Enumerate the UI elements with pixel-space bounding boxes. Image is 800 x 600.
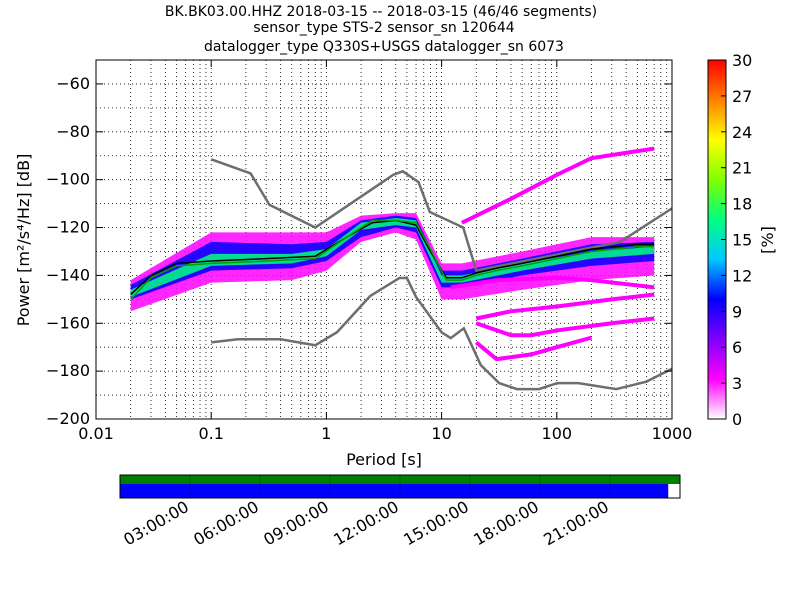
- outlier-trace: [450, 275, 655, 290]
- title-line-2: sensor_type STS-2 sensor_sn 120644: [253, 20, 514, 36]
- density-band: [130, 213, 655, 312]
- y-tick-label: −60: [56, 74, 90, 93]
- y-tick-label: −140: [46, 265, 90, 284]
- outlier-trace: [475, 335, 593, 362]
- y-axis: −60 −80 −100 −120 −140 −160 −180 −200: [46, 74, 672, 428]
- outlier-trace: [475, 316, 655, 338]
- colorbar-tick-label: 12: [732, 266, 752, 285]
- colorbar-tick-label: 0: [732, 410, 742, 429]
- time-tick-label: 12:00:00: [330, 497, 402, 549]
- x-tick-label: 0.1: [198, 424, 223, 443]
- x-tick-label: 100: [542, 424, 573, 443]
- colorbar-tick-label: 6: [732, 338, 742, 357]
- series-low-noise-model: [211, 276, 672, 391]
- density-band: [130, 217, 655, 297]
- time-tick-label: 09:00:00: [260, 497, 332, 549]
- series-mode: [130, 219, 655, 300]
- colorbar-tick-label: 27: [732, 87, 752, 106]
- time-bar-frame: [119, 474, 681, 499]
- x-tick-label: 1: [321, 424, 331, 443]
- x-tick-label: 1000: [652, 424, 693, 443]
- outlier-trace: [461, 146, 655, 225]
- x-tick-label: 10: [431, 424, 451, 443]
- x-tick-label: 0.01: [78, 424, 114, 443]
- plot-area: 0.01 0.1 1 10 100 1000 −60 −80 −100 −120 −140 −160…: [46, 59, 692, 443]
- y-tick-label: −200: [46, 409, 90, 428]
- y-tick-label: −160: [46, 313, 90, 332]
- colorbar-tick-label: 3: [732, 374, 742, 393]
- series-high-noise-model: [210, 158, 672, 273]
- time-coverage-bar: 03:00:0006:00:0009:00:0012:00:0015:00:00…: [119, 474, 681, 549]
- time-tick-label: 15:00:00: [400, 497, 472, 549]
- colorbar-tick-label: 21: [732, 159, 752, 178]
- time-tick-label: 03:00:00: [120, 497, 192, 549]
- colorbar-tick-label: 24: [732, 123, 752, 142]
- time-tick-label: 06:00:00: [190, 497, 262, 549]
- y-tick-label: −100: [46, 170, 90, 189]
- outlier-trace: [475, 292, 655, 321]
- line-layer: [130, 158, 672, 391]
- plot-frame: [95, 59, 673, 420]
- outlier-layer: [450, 146, 655, 362]
- time-bar-top: [120, 475, 680, 484]
- y-axis-label: Power [m²/s⁴/Hz] [dB]: [14, 154, 33, 327]
- colorbar: 0 3 6 9 12 15 18 21 24 27 30 [%]: [707, 51, 777, 429]
- time-tick-label: 18:00:00: [470, 497, 542, 549]
- x-axis-label: Period [s]: [346, 450, 422, 469]
- y-tick-label: −120: [46, 218, 90, 237]
- y-tick-label: −180: [46, 361, 90, 380]
- colorbar-label: [%]: [758, 226, 777, 254]
- colorbar-tick-label: 18: [732, 195, 752, 214]
- title-line-3: datalogger_type Q330S+USGS datalogger_sn…: [204, 39, 564, 55]
- colorbar-tick-label: 15: [732, 231, 752, 250]
- time-bar-bottom: [120, 484, 669, 498]
- plot-background: [96, 60, 672, 419]
- x-axis: 0.01 0.1 1 10 100 1000: [78, 60, 692, 443]
- title-line-1: BK.BK03.00.HHZ 2018-03-15 -- 2018-03-15 …: [165, 4, 597, 20]
- time-tick-label: 21:00:00: [540, 497, 612, 549]
- y-tick-label: −80: [56, 122, 90, 141]
- colorbar-ticks: 0 3 6 9 12 15 18 21 24 27 30: [721, 51, 752, 429]
- colorbar-tick-label: 30: [732, 51, 752, 70]
- series-mean: [130, 219, 655, 296]
- colorbar-tick-label: 9: [732, 302, 742, 321]
